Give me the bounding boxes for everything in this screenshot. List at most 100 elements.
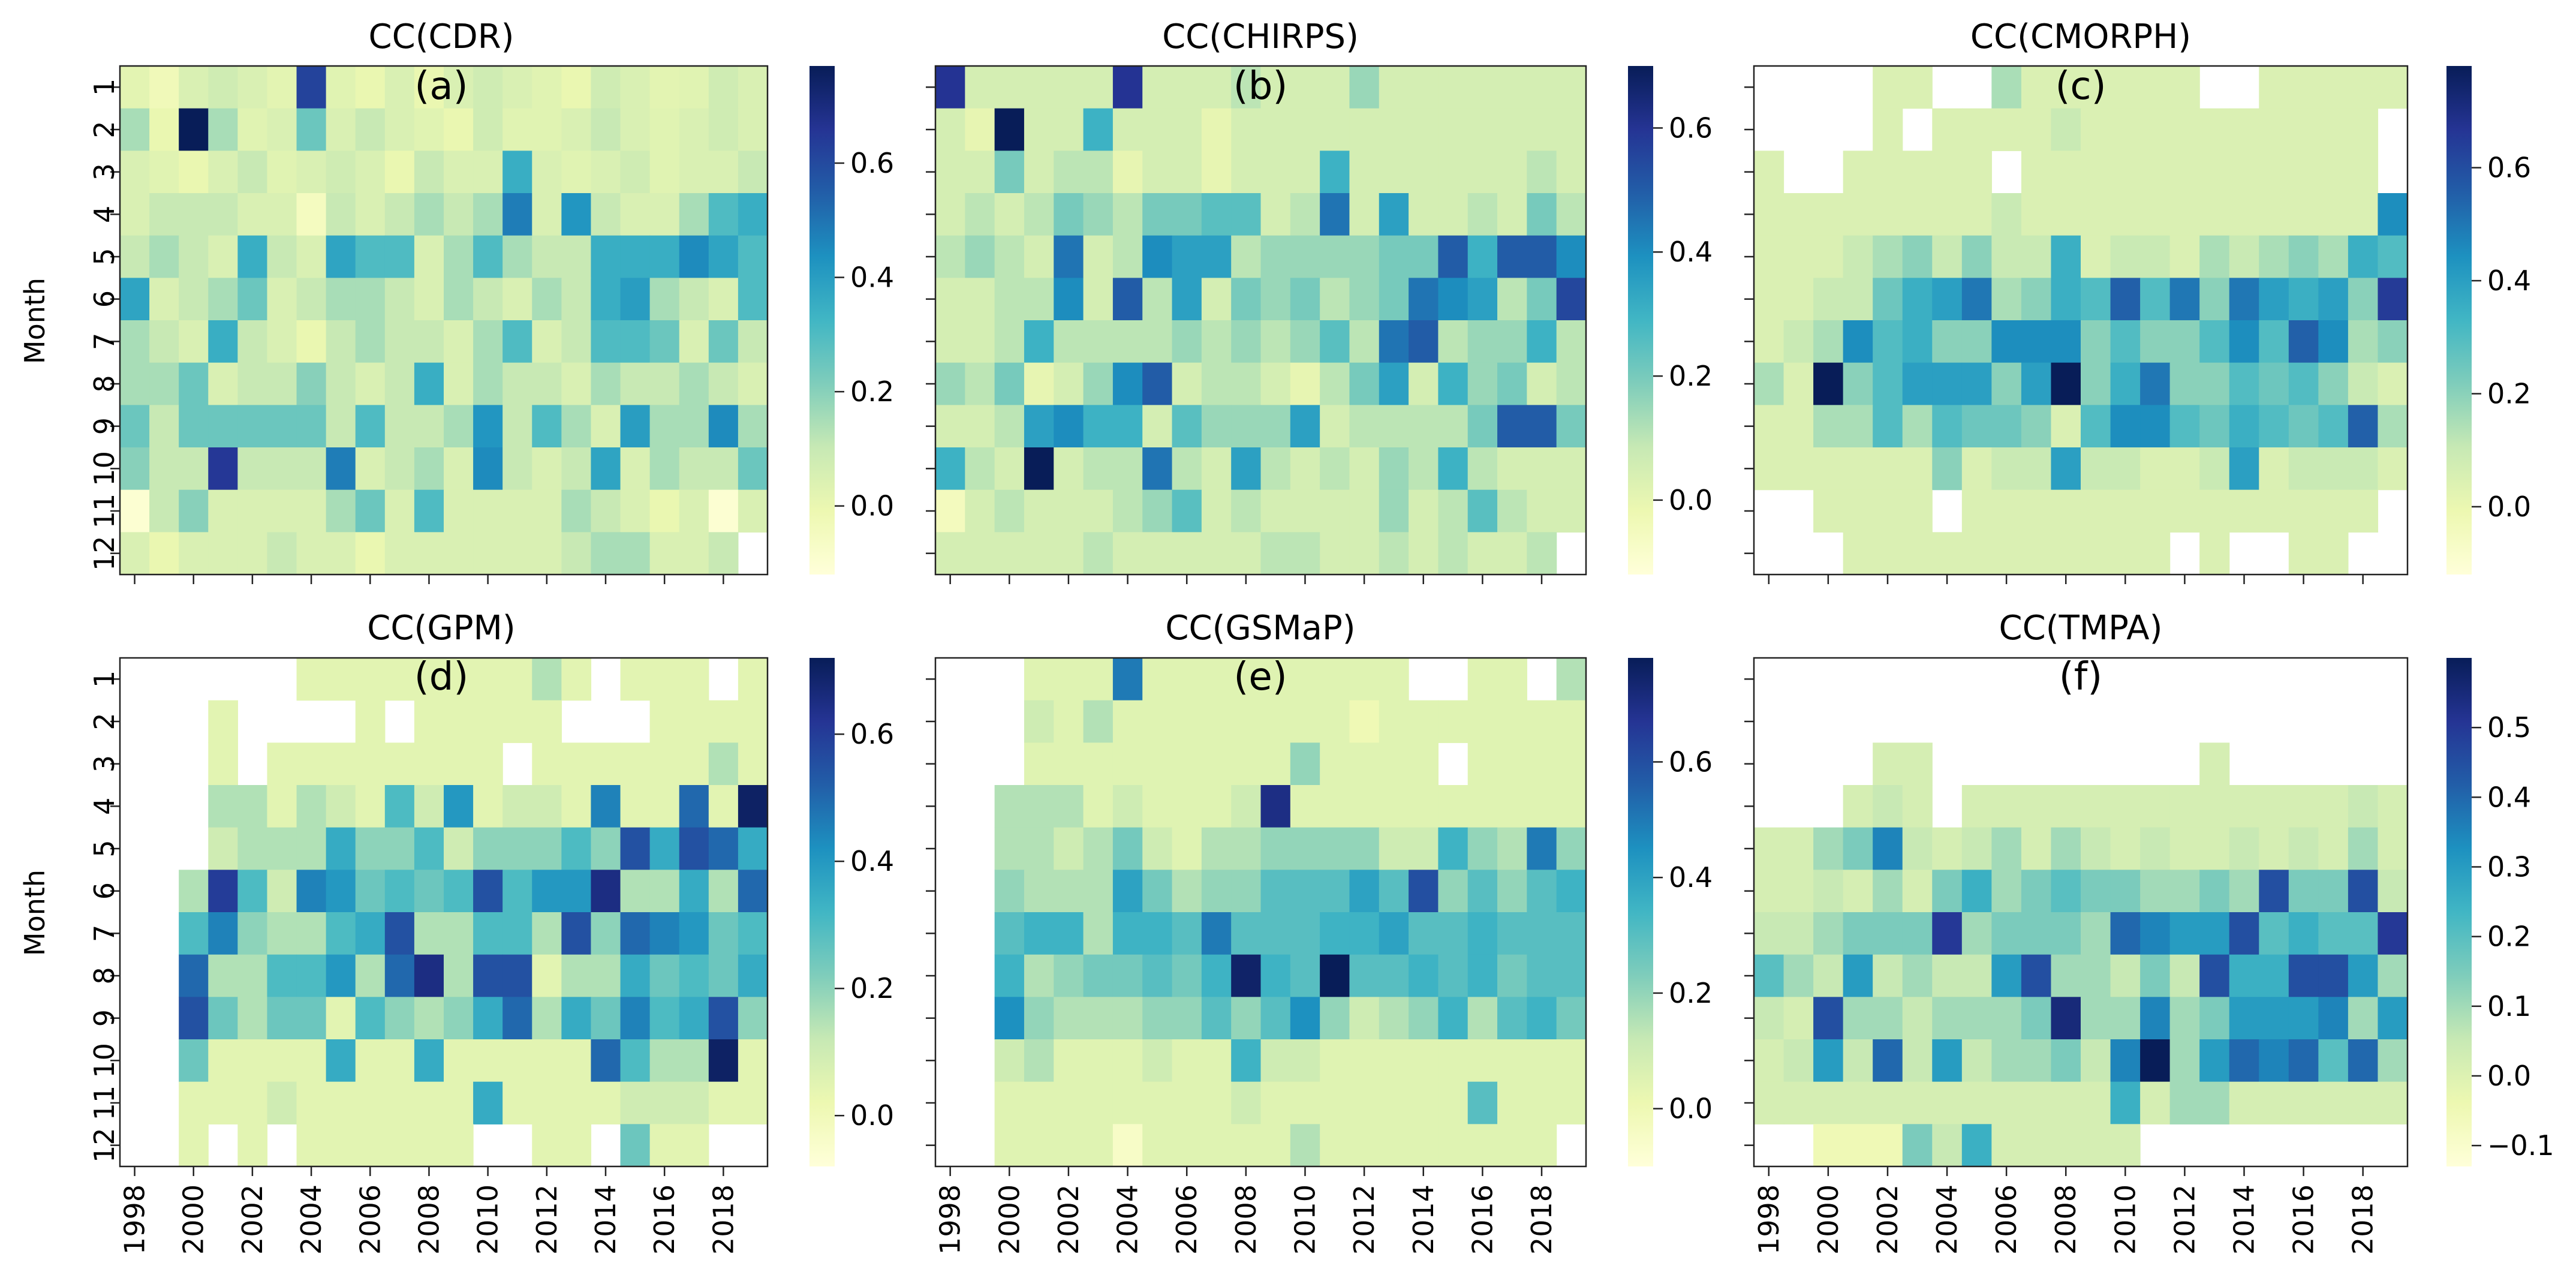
heatmap-cell	[1142, 912, 1173, 955]
heatmap-cell	[1527, 235, 1557, 278]
y-tick-label: 3	[88, 755, 121, 772]
colorbar-tick-label: 0.4	[1669, 861, 1713, 894]
heatmap-cell	[1873, 997, 1903, 1040]
heatmap-cell	[1932, 447, 1963, 491]
heatmap-cell	[738, 151, 768, 194]
heatmap-cell	[414, 742, 444, 786]
heatmap-cell	[620, 320, 651, 363]
heatmap-cell	[1231, 658, 1262, 701]
heatmap-cell	[502, 447, 532, 491]
heatmap-cell	[1320, 700, 1350, 743]
heatmap-cell	[502, 489, 532, 533]
heatmap-cell	[1873, 532, 1903, 575]
x-tick-label: 2012	[2168, 1184, 2201, 1255]
heatmap-cell	[649, 320, 680, 363]
heatmap-cell	[1409, 193, 1439, 236]
x-tick-label: 2002	[1871, 1184, 1904, 1255]
heatmap-cell	[1172, 700, 1202, 743]
heatmap-cell	[591, 532, 621, 575]
heatmap-cell	[561, 362, 592, 405]
heatmap-cell	[1467, 700, 1498, 743]
heatmap-cell	[208, 700, 238, 743]
heatmap-cell	[1932, 235, 1963, 278]
heatmap-cell	[267, 997, 297, 1040]
heatmap-cell	[1379, 827, 1409, 870]
heatmap-cell	[1527, 532, 1557, 575]
heatmap-cell	[1112, 532, 1143, 575]
heatmap-cell	[1902, 785, 1933, 828]
heatmap-cell	[532, 1039, 562, 1082]
heatmap-cell	[1556, 489, 1587, 533]
heatmap-cell	[738, 997, 768, 1040]
heatmap-cell	[2140, 362, 2171, 405]
colorbar-tick-label: 0.6	[2487, 152, 2531, 184]
heatmap-cell	[1172, 320, 1202, 363]
heatmap-cell	[2378, 66, 2408, 109]
heatmap-cell	[1409, 1039, 1439, 1082]
heatmap-cell	[1497, 362, 1527, 405]
heatmap-cell	[502, 1081, 532, 1124]
heatmap-cell	[2110, 1039, 2141, 1082]
heatmap-cell	[1349, 193, 1380, 236]
heatmap-cell	[237, 785, 268, 828]
heatmap-cell	[179, 912, 209, 955]
heatmap-cell	[1843, 1081, 1873, 1124]
heatmap-cell	[1379, 235, 1409, 278]
y-tick-label: 8	[88, 375, 121, 392]
heatmap-cell	[1083, 66, 1114, 109]
heatmap-cell	[679, 742, 709, 786]
heatmap-cell	[649, 489, 680, 533]
heatmap-cell	[1379, 742, 1409, 786]
heatmap-cell	[355, 1081, 386, 1124]
heatmap-cell	[2110, 362, 2141, 405]
heatmap-cell	[1991, 1081, 2022, 1124]
heatmap-cell	[679, 235, 709, 278]
heatmap-cell	[2169, 151, 2200, 194]
heatmap-cell	[208, 912, 238, 955]
heatmap-cell	[1843, 447, 1873, 491]
heatmap-cell	[2378, 827, 2408, 870]
heatmap-cell	[1260, 193, 1291, 236]
heatmap-cell	[2051, 1124, 2081, 1167]
heatmap-cell	[502, 320, 532, 363]
heatmap-cell	[2169, 1081, 2200, 1124]
heatmap-cell	[738, 320, 768, 363]
heatmap-cell	[1556, 278, 1587, 321]
heatmap-cell	[1024, 405, 1054, 448]
heatmap-cell	[965, 320, 995, 363]
heatmap-cell	[1349, 870, 1380, 913]
heatmap-cell	[326, 1124, 356, 1167]
panel-title: CC(CMORPH)	[1970, 17, 2191, 56]
heatmap-cell	[1142, 66, 1173, 109]
heatmap-cell	[2288, 785, 2319, 828]
heatmap-cell	[2051, 489, 2081, 533]
heatmap-cell	[414, 447, 444, 491]
heatmap-cell	[1201, 66, 1232, 109]
heatmap-cell	[1438, 1039, 1468, 1082]
heatmap-cell	[1260, 1081, 1291, 1124]
heatmap-cell	[502, 954, 532, 997]
heatmap-cell	[649, 405, 680, 448]
heatmap-cell	[179, 447, 209, 491]
heatmap-cell	[237, 1124, 268, 1167]
heatmap-cell	[1320, 193, 1350, 236]
heatmap-cell	[1231, 235, 1262, 278]
axis-ticks	[1744, 86, 2364, 584]
heatmap-cell	[2081, 912, 2111, 955]
heatmap-cell	[965, 108, 995, 151]
heatmap-cell	[1527, 742, 1557, 786]
colorbar-ticks: 0.00.20.40.6	[1653, 112, 1713, 516]
heatmap-cell	[561, 1081, 592, 1124]
heatmap-cell	[355, 658, 386, 701]
heatmap-cell	[2318, 532, 2349, 575]
heatmap-cell	[532, 954, 562, 997]
heatmap-cell	[935, 278, 965, 321]
colorbar-ticks: 0.00.20.40.6	[835, 718, 894, 1132]
heatmap-cell	[994, 532, 1025, 575]
heatmap-cell	[1843, 997, 1873, 1040]
heatmap-cell	[2229, 489, 2259, 533]
heatmap-cell	[1349, 108, 1380, 151]
heatmap-cell	[2140, 997, 2171, 1040]
heatmap-cell	[2169, 785, 2200, 828]
heatmap-cell	[620, 405, 651, 448]
